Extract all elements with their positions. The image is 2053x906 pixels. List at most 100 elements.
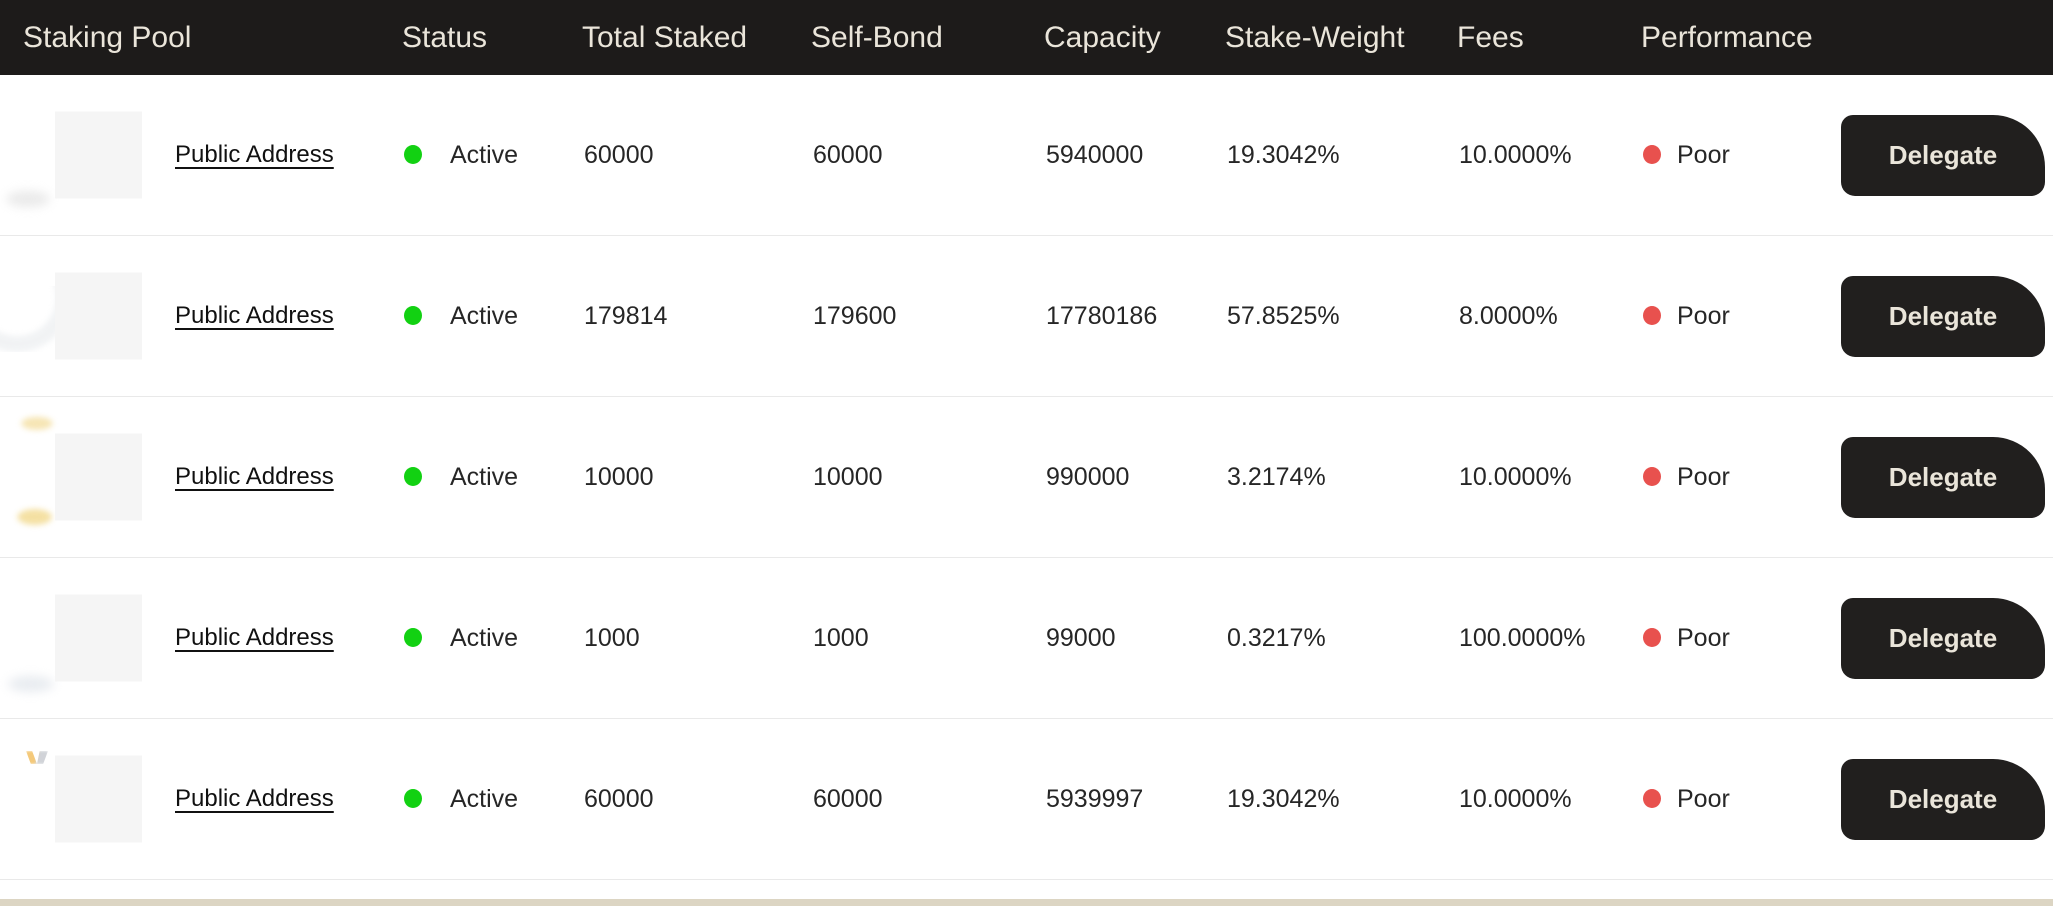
- stake-weight-cell: 19.3042%: [1227, 140, 1340, 169]
- fees-cell: 10.0000%: [1459, 462, 1572, 491]
- column-header-self-bond: Self-Bond: [811, 20, 943, 54]
- action-cell: Delegate: [1839, 436, 2053, 518]
- action-cell: Delegate: [1839, 758, 2053, 840]
- pool-logo-ghost: [8, 676, 54, 692]
- action-cell: Delegate: [1839, 114, 2053, 196]
- performance-cell: Poor: [1641, 624, 1839, 653]
- public-address-link[interactable]: Public Address: [175, 141, 334, 168]
- performance-poor-dot: [1643, 305, 1661, 325]
- delegate-button[interactable]: Delegate: [1841, 758, 2045, 840]
- pool-cell: Public Address: [0, 558, 402, 718]
- pool-cell: Public Address: [0, 75, 402, 235]
- pool-logo-ghost: [6, 191, 50, 207]
- self-bond-cell: 1000: [813, 623, 869, 652]
- column-header-total-staked: Total Staked: [582, 20, 748, 54]
- status-cell: Active: [402, 302, 582, 331]
- footer-strip: [0, 899, 2053, 906]
- capacity-cell: 5940000: [1046, 140, 1144, 169]
- capacity-cell: 5939997: [1046, 784, 1144, 813]
- stake-weight-cell: 3.2174%: [1227, 462, 1326, 491]
- performance-cell: Poor: [1641, 302, 1839, 331]
- status-cell: Active: [402, 463, 582, 492]
- action-cell: Delegate: [1839, 597, 2053, 679]
- public-address-link[interactable]: Public Address: [175, 463, 334, 490]
- column-header-status: Status: [402, 20, 488, 54]
- status-label: Active: [450, 140, 519, 169]
- table-row: Public Address Active 1000 1000 99000 0.…: [0, 558, 2053, 719]
- performance-cell: Poor: [1641, 141, 1839, 170]
- status-active-dot: [404, 144, 422, 164]
- self-bond-cell: 60000: [813, 784, 883, 813]
- stake-weight-cell: 57.8525%: [1227, 301, 1340, 330]
- performance-cell: Poor: [1641, 463, 1839, 492]
- status-label: Active: [450, 301, 519, 330]
- performance-label: Poor: [1677, 623, 1730, 652]
- pool-avatar: [55, 594, 142, 682]
- performance-poor-dot: [1643, 144, 1661, 164]
- column-header-fees: Fees: [1457, 20, 1524, 54]
- status-cell: Active: [402, 624, 582, 653]
- self-bond-cell: 179600: [813, 301, 897, 330]
- column-header-staking-pool: Staking Pool: [23, 20, 192, 54]
- column-header-capacity: Capacity: [1044, 20, 1161, 54]
- public-address-link[interactable]: Public Address: [175, 302, 334, 329]
- performance-poor-dot: [1643, 788, 1661, 808]
- pool-logo-ghost: [14, 409, 60, 529]
- delegate-button[interactable]: Delegate: [1841, 597, 2045, 679]
- pool-cell: Public Address: [0, 719, 402, 879]
- performance-label: Poor: [1677, 140, 1730, 169]
- pool-cell: Public Address: [0, 236, 402, 396]
- public-address-link[interactable]: Public Address: [175, 624, 334, 651]
- delegate-button[interactable]: Delegate: [1841, 114, 2045, 196]
- capacity-cell: 99000: [1046, 623, 1116, 652]
- self-bond-cell: 10000: [813, 462, 883, 491]
- performance-poor-dot: [1643, 466, 1661, 486]
- total-staked-cell: 60000: [584, 140, 654, 169]
- status-label: Active: [450, 623, 519, 652]
- performance-label: Poor: [1677, 462, 1730, 491]
- pool-logo-ghost: [26, 751, 48, 764]
- fees-cell: 10.0000%: [1459, 784, 1572, 813]
- total-staked-cell: 1000: [584, 623, 640, 652]
- status-cell: Active: [402, 141, 582, 170]
- pool-avatar: [55, 111, 142, 199]
- column-header-stake-weight: Stake-Weight: [1225, 20, 1405, 54]
- total-staked-cell: 60000: [584, 784, 654, 813]
- fees-cell: 100.0000%: [1459, 623, 1586, 652]
- performance-poor-dot: [1643, 627, 1661, 647]
- pool-cell: Public Address: [0, 397, 402, 557]
- performance-cell: Poor: [1641, 785, 1839, 814]
- status-cell: Active: [402, 785, 582, 814]
- table-row: Public Address Active 179814 179600 1778…: [0, 236, 2053, 397]
- performance-label: Poor: [1677, 784, 1730, 813]
- table-row: Public Address Active 60000 60000 594000…: [0, 75, 2053, 236]
- status-active-dot: [404, 788, 422, 808]
- stake-weight-cell: 19.3042%: [1227, 784, 1340, 813]
- status-active-dot: [404, 305, 422, 325]
- status-active-dot: [404, 627, 422, 647]
- table-row: Public Address Active 60000 60000 593999…: [0, 719, 2053, 880]
- public-address-link[interactable]: Public Address: [175, 785, 334, 812]
- status-label: Active: [450, 784, 519, 813]
- performance-label: Poor: [1677, 301, 1730, 330]
- footer-gap: [0, 880, 2053, 899]
- table-header: Staking Pool Status Total Staked Self-Bo…: [0, 0, 2053, 75]
- delegate-button[interactable]: Delegate: [1841, 436, 2045, 518]
- stake-weight-cell: 0.3217%: [1227, 623, 1326, 652]
- column-header-performance: Performance: [1641, 20, 1813, 54]
- pool-avatar: [55, 755, 142, 843]
- total-staked-cell: 179814: [584, 301, 668, 330]
- delegate-button[interactable]: Delegate: [1841, 275, 2045, 357]
- self-bond-cell: 60000: [813, 140, 883, 169]
- fees-cell: 10.0000%: [1459, 140, 1572, 169]
- status-label: Active: [450, 462, 519, 491]
- fees-cell: 8.0000%: [1459, 301, 1558, 330]
- status-active-dot: [404, 466, 422, 486]
- table-row: Public Address Active 10000 10000 990000…: [0, 397, 2053, 558]
- pool-avatar: [55, 433, 142, 521]
- capacity-cell: 990000: [1046, 462, 1130, 491]
- capacity-cell: 17780186: [1046, 301, 1158, 330]
- pool-avatar: [55, 272, 142, 360]
- action-cell: Delegate: [1839, 275, 2053, 357]
- total-staked-cell: 10000: [584, 462, 654, 491]
